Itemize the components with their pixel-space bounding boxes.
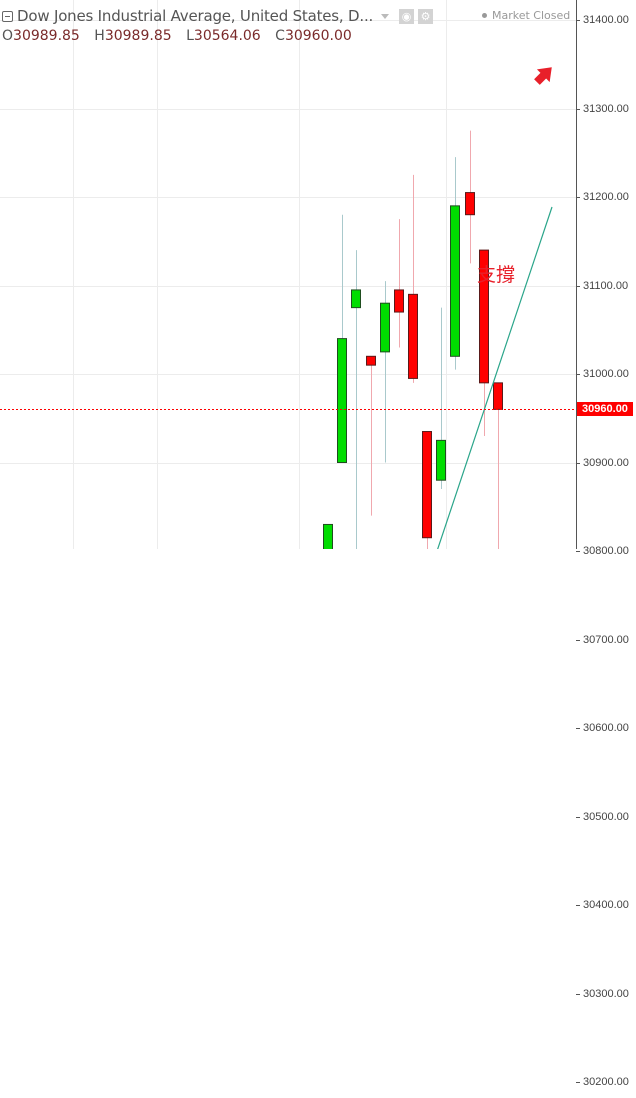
gear-icon[interactable]: ⚙ xyxy=(418,8,434,24)
price-tick-label: 30200.00 xyxy=(583,1076,629,1088)
price-tick-label: 31200.00 xyxy=(583,191,629,203)
price-tick-label: 31000.00 xyxy=(583,368,629,380)
market-status-label: Market Closed xyxy=(492,9,571,22)
last-price-tag: 30960.00 xyxy=(577,402,633,417)
market-status: Market Closed xyxy=(482,9,570,22)
status-dot-icon xyxy=(482,13,487,18)
tick-mark xyxy=(576,551,580,552)
price-tick-label: 31400.00 xyxy=(583,14,629,26)
tick-mark xyxy=(576,728,580,729)
candle[interactable] xyxy=(493,382,503,549)
open-key: O xyxy=(2,28,14,44)
high-key: H xyxy=(94,28,105,44)
candle[interactable] xyxy=(323,523,333,549)
candle-body-down xyxy=(366,355,376,366)
chart-legend-header: Dow Jones Industrial Average, United Sta… xyxy=(0,0,576,46)
candle-body-down xyxy=(493,382,503,410)
price-tick-label: 30600.00 xyxy=(583,722,629,734)
candle-body-down xyxy=(465,192,475,216)
close-value: 30960.00 xyxy=(284,28,352,44)
price-tick-label: 30400.00 xyxy=(583,899,629,911)
collapse-icon[interactable] xyxy=(2,10,13,22)
tick-mark xyxy=(576,905,580,906)
ohlc-values: O30989.85 H30989.85 L30564.06 C30960.00 xyxy=(2,28,362,44)
candle[interactable] xyxy=(422,431,432,549)
price-tick-label: 30700.00 xyxy=(583,633,629,646)
eye-icon[interactable]: ◉ xyxy=(399,8,415,24)
close-key: C xyxy=(275,28,285,44)
support-annotation: 支撐 xyxy=(477,264,516,286)
tick-mark xyxy=(576,197,580,198)
candle[interactable] xyxy=(479,249,489,436)
candle[interactable] xyxy=(408,174,418,383)
candle[interactable] xyxy=(436,307,446,490)
tick-mark xyxy=(576,462,580,464)
candle-body-down xyxy=(422,431,432,539)
high-value: 30989.85 xyxy=(104,28,172,44)
dropdown-caret-icon[interactable] xyxy=(381,13,390,19)
candle-body-up xyxy=(351,289,361,309)
candle-body-up xyxy=(436,439,446,481)
candle-body-up xyxy=(323,523,333,549)
trend-up-arrow-icon xyxy=(534,67,552,85)
price-tick-label: 31300.00 xyxy=(583,102,629,115)
candle[interactable] xyxy=(380,281,390,463)
low-key: L xyxy=(186,28,194,44)
candle-body-down xyxy=(408,293,418,379)
candle[interactable] xyxy=(394,219,404,348)
tick-mark xyxy=(576,20,580,21)
candle[interactable] xyxy=(337,214,347,464)
candle[interactable] xyxy=(366,355,376,516)
candlestick-chart[interactable] xyxy=(0,0,576,549)
price-tick-label: 30300.00 xyxy=(583,987,629,1000)
candle-body-up xyxy=(380,302,390,353)
tick-mark xyxy=(576,1082,580,1083)
candle[interactable] xyxy=(450,157,460,370)
price-tick-label: 30900.00 xyxy=(583,456,629,469)
tick-mark xyxy=(576,374,580,375)
candle-body-down xyxy=(479,249,489,384)
tick-mark xyxy=(576,993,580,995)
support-trendline xyxy=(437,206,553,549)
price-tick-label: 30500.00 xyxy=(583,810,629,823)
candle[interactable] xyxy=(465,130,475,264)
candle-body-up xyxy=(337,338,347,464)
symbol-title[interactable]: Dow Jones Industrial Average, United Sta… xyxy=(17,7,374,25)
tick-mark xyxy=(576,816,580,818)
tick-mark xyxy=(576,639,580,641)
chart-plot-area[interactable] xyxy=(0,0,576,549)
price-tick-label: 30800.00 xyxy=(583,545,629,557)
tick-mark xyxy=(576,108,580,110)
price-axis-line xyxy=(576,0,577,549)
tick-mark xyxy=(576,285,580,287)
candle[interactable] xyxy=(351,250,361,549)
price-tick-label: 31100.00 xyxy=(583,279,629,292)
price-axis[interactable]: 31400.00 31300.00 31200.00 31100.00 31000.00… xyxy=(576,0,636,1088)
candle-body-down xyxy=(394,289,404,313)
open-value: 30989.85 xyxy=(13,28,80,44)
low-value: 30564.06 xyxy=(193,28,261,44)
candle-body-up xyxy=(450,205,460,357)
